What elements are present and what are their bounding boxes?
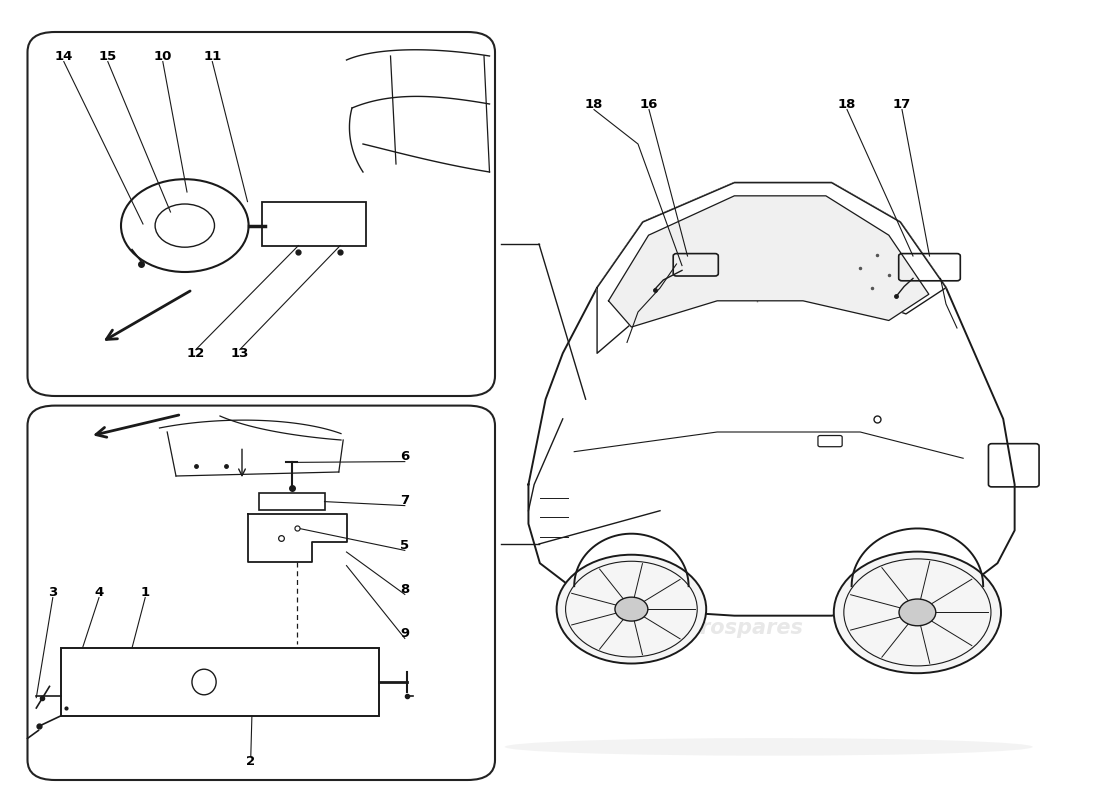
FancyBboxPatch shape — [28, 32, 495, 396]
Text: 9: 9 — [400, 627, 409, 640]
Ellipse shape — [505, 738, 1033, 756]
Text: eurospares: eurospares — [671, 618, 803, 638]
Circle shape — [899, 599, 936, 626]
Polygon shape — [528, 182, 1014, 616]
FancyBboxPatch shape — [28, 406, 495, 780]
Text: 8: 8 — [400, 583, 409, 596]
Text: 2: 2 — [246, 755, 255, 768]
Circle shape — [834, 552, 1001, 674]
Text: 15: 15 — [99, 50, 117, 62]
Text: 7: 7 — [400, 494, 409, 506]
Text: 5: 5 — [400, 539, 409, 552]
Text: 10: 10 — [154, 50, 172, 62]
Text: eurospares: eurospares — [192, 602, 324, 622]
Polygon shape — [608, 196, 928, 327]
Circle shape — [557, 554, 706, 663]
Text: eurospares: eurospares — [671, 342, 803, 362]
Text: 14: 14 — [55, 50, 73, 62]
Text: 3: 3 — [48, 586, 57, 598]
Circle shape — [615, 597, 648, 621]
Text: eurospares: eurospares — [192, 218, 324, 238]
Text: 16: 16 — [640, 98, 658, 110]
Text: 11: 11 — [204, 50, 221, 62]
Text: 12: 12 — [187, 347, 205, 360]
Text: 4: 4 — [95, 586, 103, 598]
Polygon shape — [597, 182, 946, 354]
Text: 18: 18 — [838, 98, 856, 110]
Text: 6: 6 — [400, 450, 409, 462]
Text: 13: 13 — [231, 347, 249, 360]
Text: 18: 18 — [585, 98, 603, 110]
Text: 1: 1 — [141, 586, 150, 598]
Text: 17: 17 — [893, 98, 911, 110]
